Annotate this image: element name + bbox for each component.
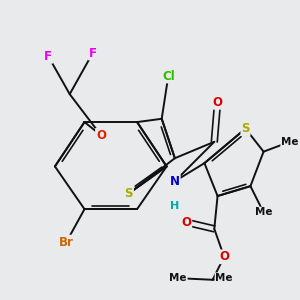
Text: S: S (124, 187, 133, 200)
Text: F: F (89, 46, 97, 60)
Text: H: H (170, 201, 179, 211)
Text: N: N (170, 175, 180, 188)
Text: Me: Me (255, 207, 272, 218)
Text: Me: Me (281, 137, 298, 147)
Text: S: S (241, 122, 250, 135)
Text: Br: Br (59, 236, 74, 248)
Text: F: F (44, 50, 52, 63)
Text: O: O (219, 250, 229, 263)
Text: O: O (96, 129, 106, 142)
Text: Me: Me (215, 273, 233, 283)
Text: Cl: Cl (162, 70, 175, 83)
Text: Me: Me (169, 273, 187, 283)
Text: O: O (182, 216, 191, 229)
Text: O: O (213, 96, 223, 109)
